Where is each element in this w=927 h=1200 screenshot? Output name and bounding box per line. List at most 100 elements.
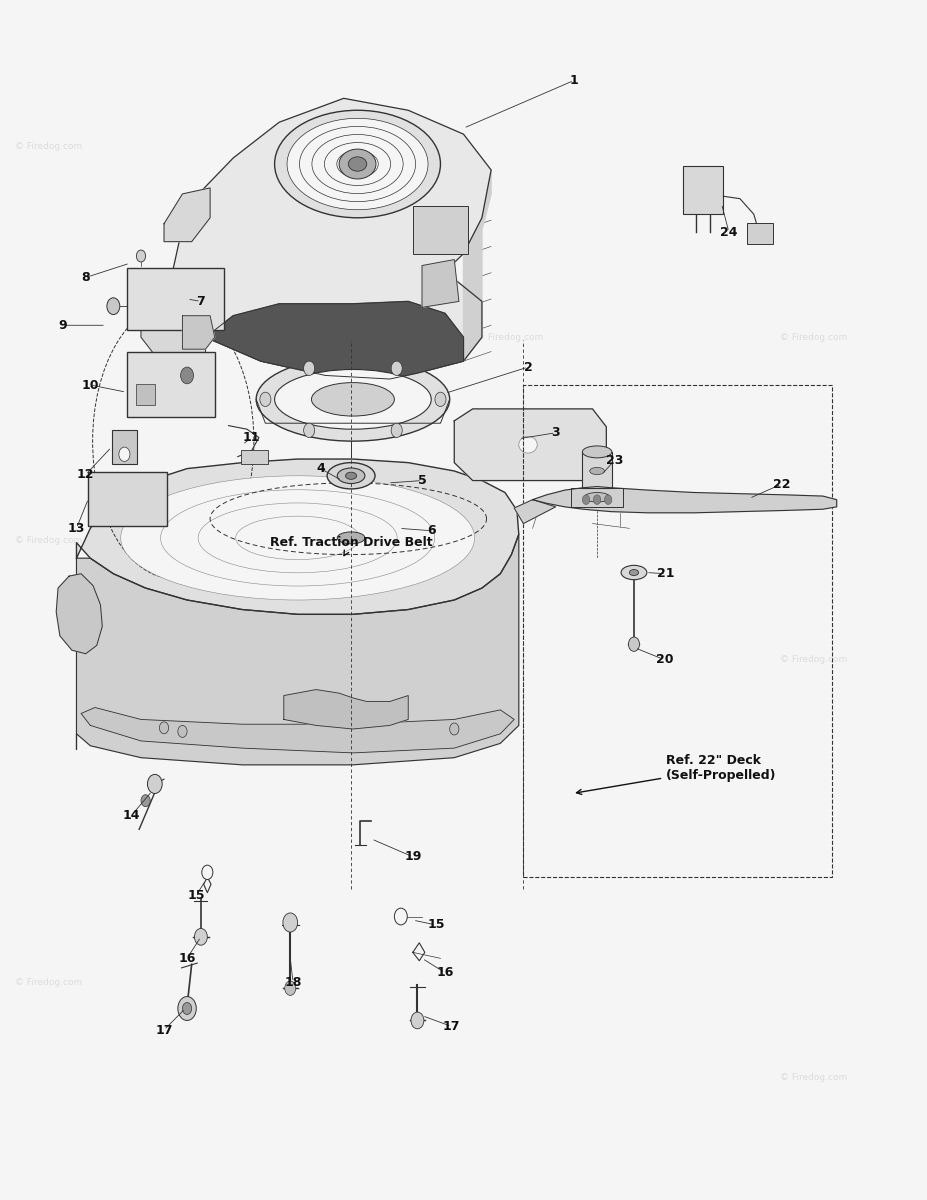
Circle shape [391, 361, 402, 376]
Circle shape [582, 494, 590, 504]
Ellipse shape [327, 463, 375, 488]
Text: 23: 23 [606, 454, 623, 467]
Circle shape [159, 722, 169, 733]
Polygon shape [533, 486, 837, 512]
Bar [683, 167, 723, 214]
Bar [88, 472, 167, 526]
Ellipse shape [311, 383, 394, 416]
Circle shape [260, 392, 271, 407]
Polygon shape [77, 534, 519, 764]
Ellipse shape [274, 370, 431, 430]
Text: 16: 16 [178, 952, 196, 965]
Text: 1: 1 [570, 74, 578, 86]
Ellipse shape [337, 468, 365, 484]
Ellipse shape [584, 492, 610, 502]
Circle shape [178, 726, 187, 737]
Text: © Firedog.com: © Firedog.com [15, 978, 83, 986]
Text: 11: 11 [243, 431, 260, 444]
Text: 20: 20 [655, 653, 673, 666]
Text: 16: 16 [437, 966, 453, 979]
Circle shape [450, 724, 459, 734]
Circle shape [411, 1012, 424, 1028]
Polygon shape [454, 409, 606, 480]
Bar [111, 431, 137, 464]
Text: 3: 3 [552, 426, 560, 439]
Ellipse shape [121, 475, 475, 600]
Ellipse shape [256, 358, 450, 442]
Ellipse shape [590, 468, 604, 474]
Text: 19: 19 [404, 851, 422, 863]
Polygon shape [169, 98, 491, 379]
Circle shape [391, 424, 402, 438]
Text: © Firedog.com: © Firedog.com [780, 332, 847, 342]
Text: © Firedog.com: © Firedog.com [15, 142, 83, 151]
Circle shape [136, 250, 146, 262]
Polygon shape [422, 259, 459, 307]
Text: 12: 12 [77, 468, 95, 481]
Text: Ref. Traction Drive Belt: Ref. Traction Drive Belt [270, 536, 433, 556]
Text: © Firedog.com: © Firedog.com [15, 535, 83, 545]
Bar [136, 384, 155, 406]
Ellipse shape [337, 150, 378, 178]
Polygon shape [81, 708, 514, 752]
Text: 17: 17 [443, 1020, 461, 1033]
Ellipse shape [582, 446, 612, 458]
Circle shape [304, 361, 314, 376]
Text: 7: 7 [197, 295, 205, 308]
Ellipse shape [311, 134, 403, 193]
Ellipse shape [349, 157, 367, 172]
Text: 21: 21 [657, 568, 675, 581]
Bar [127, 268, 224, 330]
Polygon shape [57, 574, 102, 654]
Ellipse shape [287, 119, 428, 210]
Text: 10: 10 [82, 378, 99, 391]
Ellipse shape [621, 565, 647, 580]
Circle shape [107, 298, 120, 314]
Circle shape [202, 865, 213, 880]
Text: 14: 14 [123, 809, 141, 822]
Polygon shape [183, 316, 215, 349]
Polygon shape [284, 690, 408, 730]
Ellipse shape [339, 149, 376, 179]
Circle shape [394, 908, 407, 925]
Ellipse shape [629, 570, 639, 576]
Ellipse shape [519, 437, 538, 454]
Text: 18: 18 [285, 976, 301, 989]
Circle shape [119, 448, 130, 462]
Bar [127, 352, 215, 418]
Text: 17: 17 [156, 1024, 172, 1037]
Text: 8: 8 [82, 271, 90, 284]
Polygon shape [164, 188, 210, 241]
Circle shape [178, 996, 197, 1020]
Polygon shape [206, 301, 464, 379]
Text: Ref. 22" Deck
(Self-Propelled): Ref. 22" Deck (Self-Propelled) [577, 754, 777, 794]
Text: 15: 15 [427, 918, 445, 931]
Circle shape [304, 424, 314, 438]
Ellipse shape [160, 490, 435, 586]
Bar [413, 206, 468, 253]
Text: 24: 24 [720, 226, 738, 239]
Ellipse shape [346, 472, 357, 479]
Bar [747, 222, 773, 244]
Polygon shape [141, 289, 206, 373]
Ellipse shape [299, 126, 415, 202]
Text: 13: 13 [68, 522, 85, 535]
Circle shape [604, 494, 612, 504]
Text: 15: 15 [187, 888, 205, 901]
Text: 2: 2 [524, 360, 532, 373]
Text: 4: 4 [316, 462, 325, 475]
Ellipse shape [198, 503, 397, 572]
Circle shape [181, 367, 194, 384]
Ellipse shape [235, 516, 360, 559]
Text: 5: 5 [418, 474, 426, 487]
Ellipse shape [337, 532, 365, 544]
Circle shape [141, 794, 150, 806]
Circle shape [147, 774, 162, 793]
Ellipse shape [274, 110, 440, 217]
Text: 22: 22 [772, 478, 790, 491]
Text: © Firedog.com: © Firedog.com [780, 1073, 847, 1082]
Bar [524, 385, 832, 877]
Circle shape [195, 929, 208, 946]
Bar [571, 487, 623, 506]
Circle shape [435, 392, 446, 407]
